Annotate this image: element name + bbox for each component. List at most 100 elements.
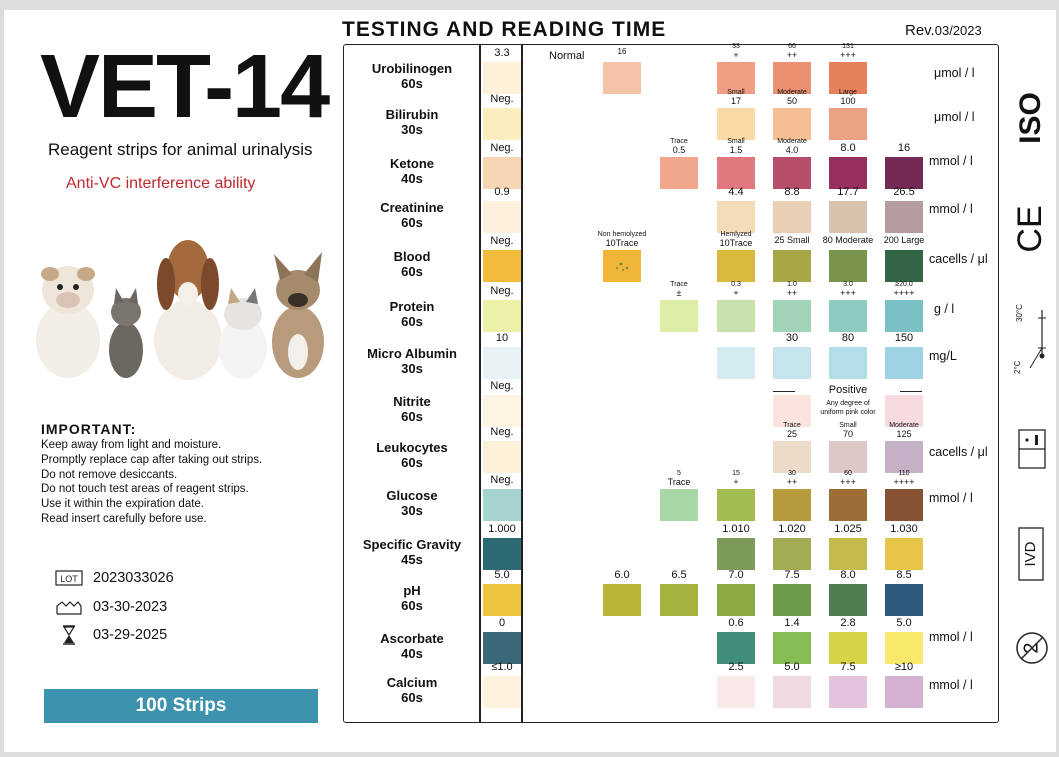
color-pad — [885, 538, 923, 570]
test-name: Creatinine 60s — [345, 200, 479, 230]
color-pad — [773, 157, 811, 189]
color-pad — [603, 62, 641, 94]
color-pad — [885, 584, 923, 616]
color-pad — [773, 62, 811, 94]
reading-time: 40s — [401, 171, 423, 186]
pad-label: Large — [839, 89, 857, 96]
color-pad — [885, 157, 923, 189]
color-pad — [885, 676, 923, 708]
normal-label: Normal — [549, 50, 585, 62]
pad-label: 1.025 — [834, 523, 862, 535]
test-label: Blood — [393, 249, 431, 264]
pad-label: 80 Moderate — [822, 235, 874, 245]
pad-sublabel: 25 — [786, 429, 797, 439]
test-label: Glucose — [386, 488, 438, 503]
color-pad — [829, 489, 867, 521]
note-line: Use it within the expiration date. — [41, 498, 205, 511]
reading-time: 30s — [401, 122, 423, 137]
test-name: Nitrite 60s — [345, 394, 479, 424]
chart-heading: TESTING AND READING TIME — [342, 18, 667, 41]
pad-label: Non hemolyzed — [597, 231, 647, 238]
pad-label: 30 — [788, 470, 796, 477]
pad-label: Hemlyzed — [720, 231, 752, 238]
pad-label: Trace — [670, 138, 688, 145]
pad-label: Small — [727, 89, 745, 96]
color-pad — [717, 62, 755, 94]
color-pad — [717, 201, 755, 233]
do-not-reuse-icon: 2 — [1014, 630, 1050, 666]
color-pad — [885, 201, 923, 233]
reading-time: 60s — [401, 455, 423, 470]
color-pad — [829, 632, 867, 664]
reference-value-label: Neg. — [490, 426, 514, 438]
reference-color-pad — [483, 441, 521, 473]
pad-label: Small — [727, 138, 745, 145]
color-pad — [773, 108, 811, 140]
test-label: Calcium — [386, 675, 438, 690]
unit-label: μmol / l — [934, 66, 975, 80]
reference-value-label: 0.9 — [494, 186, 510, 198]
note-line: Do not remove desiccants. — [41, 468, 178, 481]
color-pad — [773, 632, 811, 664]
reading-time: 30s — [401, 361, 423, 376]
pad-sublabel: 50 — [786, 96, 797, 106]
test-label: Ascorbate — [380, 631, 444, 646]
pad-sublabel: ++++ — [893, 288, 915, 298]
test-label: Protein — [389, 299, 435, 314]
feature-tagline: Anti-VC interference ability — [66, 175, 256, 192]
pad-label: 66 — [788, 43, 796, 50]
manufacture-row: 03-30-2023 — [55, 596, 167, 618]
color-pad — [885, 300, 923, 332]
lot-icon: LOT — [55, 570, 83, 586]
pad-label: 25 Small — [774, 235, 810, 245]
expiry-row: 03-29-2025 — [55, 624, 167, 646]
brand-subtitle: Reagent strips for animal urinalysis — [48, 140, 313, 159]
lot-icon-label: LOT — [60, 574, 78, 584]
instructions-book-icon — [1015, 428, 1049, 470]
pad-label: 2.5 — [728, 661, 744, 673]
min-temperature: 2°C — [1013, 360, 1022, 374]
product-sheet — [4, 10, 1056, 752]
pad-label: 26.5 — [893, 186, 915, 198]
color-pad — [773, 441, 811, 473]
pad-label: 3.0 — [843, 281, 853, 288]
reference-value-label: Neg. — [490, 380, 514, 392]
color-pad — [829, 300, 867, 332]
test-label: pH — [403, 583, 421, 598]
pad-label: 7.5 — [784, 569, 800, 581]
pad-sublabel: 10Trace — [605, 238, 639, 248]
reading-time: 60s — [401, 690, 423, 705]
pad-sublabel: + — [733, 288, 739, 298]
color-pad — [773, 395, 811, 427]
pad-label: 30 — [785, 332, 799, 344]
note-line: Promptly replace cap after taking out st… — [41, 453, 263, 466]
pad-label: 16 — [617, 47, 627, 56]
pad-label: 33 — [732, 43, 740, 50]
test-label: Nitrite — [393, 394, 431, 409]
color-pad — [773, 201, 811, 233]
pad-sublabel: 100 — [840, 96, 856, 106]
reading-time: 60s — [401, 215, 423, 230]
test-name: Ketone 40s — [345, 156, 479, 186]
color-pad — [717, 108, 755, 140]
test-name: Protein 60s — [345, 299, 479, 329]
reference-color-pad — [483, 250, 521, 282]
pad-label: 5.0 — [896, 617, 912, 629]
color-pad — [660, 584, 698, 616]
color-pad — [603, 584, 641, 616]
reference-color-pad — [483, 157, 521, 189]
reference-value-label: ≤1.0 — [491, 661, 513, 673]
reference-color-pad — [483, 300, 521, 332]
reference-color-pad — [483, 62, 521, 94]
ivd-mark: IVD — [1013, 526, 1049, 582]
test-label: Bilirubin — [385, 107, 439, 122]
pad-label: 0.3 — [731, 281, 741, 288]
nitrite-positive-label: Positive — [828, 384, 868, 396]
pad-label: 15 — [732, 470, 740, 477]
reference-color-pad — [483, 676, 521, 708]
note-line: Do not touch test areas of reagent strip… — [41, 483, 249, 496]
pad-label: 17.7 — [837, 186, 859, 198]
reference-color-pad — [483, 108, 521, 140]
pad-label: 1.4 — [784, 617, 800, 629]
pets-illustration — [36, 240, 324, 380]
